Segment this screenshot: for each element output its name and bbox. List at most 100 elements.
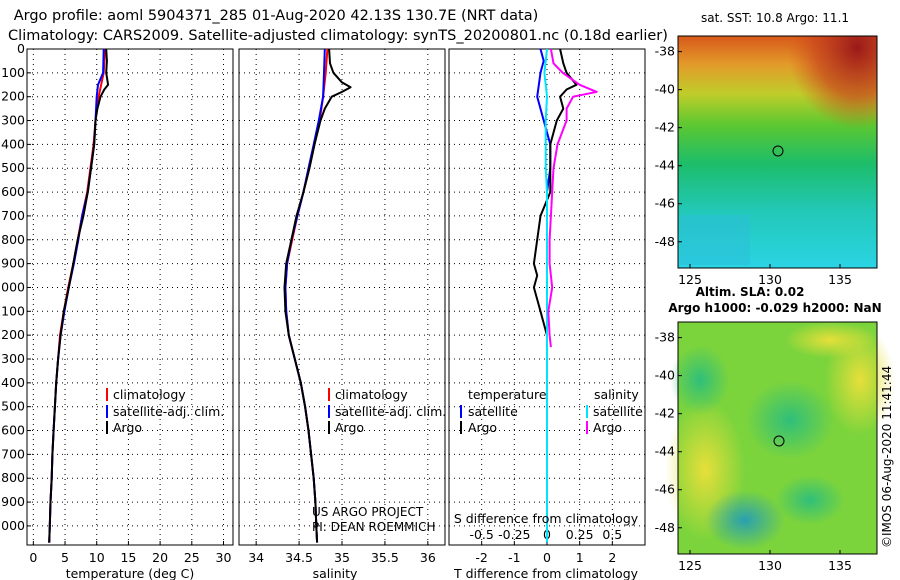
x-tick-label: 2 xyxy=(608,550,616,565)
t-difference-axis-label: T difference from climatology xyxy=(453,566,639,580)
map-x-tick-label: 130 xyxy=(758,272,782,287)
legend-t-argo: Argo xyxy=(468,420,497,435)
x-tick-label: 34 xyxy=(248,550,264,565)
x-tick-label: 35.5 xyxy=(371,550,399,565)
temperature-series-argo xyxy=(48,48,110,543)
temperature-panel-frame xyxy=(26,48,234,546)
map-y-tick-label: -44 xyxy=(655,158,675,173)
sst-map-axes: -38 -40 -42 -44 -46 -48 125 130 135 xyxy=(655,44,852,287)
map-y-tick-label: -46 xyxy=(655,482,675,497)
legend-title-temperature: temperature xyxy=(468,387,547,402)
sla-map: Altim. SLA: 0.02 Argo h1000: -0.029 h200… xyxy=(655,285,895,573)
map-y-tick-label: -38 xyxy=(655,330,675,345)
depth-tick-label: 1600 xyxy=(0,423,25,438)
x-tick-label: -2 xyxy=(475,550,487,565)
map-y-tick-label: -48 xyxy=(655,234,675,249)
temperature-series-climatology xyxy=(48,48,106,543)
depth-tick-label: 1400 xyxy=(0,375,25,390)
depth-tick-label: 800 xyxy=(1,232,25,247)
temperature-legend: climatology satellite-adj. clim. Argo xyxy=(106,387,224,435)
legend-s-satellite: satellite xyxy=(593,404,643,419)
x-tick-label: 20 xyxy=(152,550,168,565)
x-tick-label: 0 xyxy=(29,550,37,565)
legend-s-argo: Argo xyxy=(593,420,622,435)
depth-tick-label: 1200 xyxy=(0,327,25,342)
sla-map-high-north xyxy=(785,322,875,358)
difference-series-t-satellite xyxy=(536,48,552,543)
sla-map-low-center xyxy=(745,380,835,460)
credit-project: US ARGO PROJECT xyxy=(312,505,424,519)
credit-pi: PI: DEAN ROEMMICH xyxy=(312,520,435,534)
depth-tick-label: 1300 xyxy=(0,351,25,366)
map-y-tick-label: -48 xyxy=(655,520,675,535)
depth-tick-label: 500 xyxy=(1,160,25,175)
figure-title-line2: Climatology: CARS2009. Satellite-adjuste… xyxy=(8,28,668,44)
depth-tick-label: 1000 xyxy=(0,279,25,294)
difference-series-s-argo xyxy=(547,48,598,348)
x-tick-label: 25 xyxy=(184,550,200,565)
grid-lines xyxy=(27,48,645,545)
x-tick-label: 5 xyxy=(61,550,69,565)
sla-map-low-south xyxy=(705,490,785,550)
sla-map-low-southeast xyxy=(775,475,845,525)
sla-map-frame xyxy=(677,321,878,555)
sst-map-argo-location xyxy=(772,145,784,157)
legend-climatology: climatology xyxy=(113,387,186,402)
map-x-tick-label: 135 xyxy=(828,272,852,287)
map-x-tick-label: 125 xyxy=(678,272,702,287)
map-y-tick-label: -42 xyxy=(655,120,675,135)
sst-map-title: sat. SST: 10.8 Argo: 11.1 xyxy=(701,11,849,25)
legend-climatology: climatology xyxy=(335,387,408,402)
depth-tick-label: 1100 xyxy=(0,303,25,318)
legend-satellite-adj: satellite-adj. clim. xyxy=(335,404,446,419)
salinity-series-climatology xyxy=(284,48,329,543)
depth-tick-label: 1800 xyxy=(0,470,25,485)
sla-map-low-west xyxy=(670,345,730,415)
salinity-panel-frame xyxy=(238,48,446,546)
x-tick-label: -1 xyxy=(508,550,520,565)
depth-tick-label: 100 xyxy=(1,65,25,80)
s-diff-tick-label: 0.5 xyxy=(602,527,622,542)
depth-tick-label: 0 xyxy=(17,41,25,56)
map-y-tick-label: -44 xyxy=(655,444,675,459)
difference-x-axis: -2 -1 0 1 2-0.5 -0.25 0 0.25 0.5 xyxy=(469,527,622,565)
map-x-tick-label: 135 xyxy=(828,558,852,573)
map-x-tick-label: 130 xyxy=(758,558,782,573)
legend-t-satellite: satellite xyxy=(468,404,518,419)
salinity-series-argo xyxy=(283,48,352,543)
legend-argo: Argo xyxy=(113,420,142,435)
x-tick-label: 15 xyxy=(120,550,136,565)
sla-map-title: Altim. SLA: 0.02 xyxy=(696,285,805,299)
depth-tick-label: 1900 xyxy=(0,494,25,509)
sst-map-cool-patch xyxy=(680,215,750,265)
x-tick-label: 34.5 xyxy=(285,550,313,565)
map-y-tick-label: -46 xyxy=(655,196,675,211)
x-tick-label: 1 xyxy=(576,550,584,565)
difference-legend: temperature salinity satellite Argo sate… xyxy=(460,387,643,435)
map-y-tick-label: -40 xyxy=(655,82,675,97)
salinity-x-axis: 34 34.5 35 35.5 36 xyxy=(248,541,436,565)
s-difference-axis-label: S difference from climatology xyxy=(454,511,639,526)
depth-axis: 0 100 200 300 400 500 600 700 800 900 1000 1100 1200… xyxy=(0,41,31,533)
legend-satellite-adj: satellite-adj. clim. xyxy=(113,404,224,419)
depth-tick-label: 900 xyxy=(1,256,25,271)
legend-argo: Argo xyxy=(335,420,364,435)
depth-tick-label: 200 xyxy=(1,89,25,104)
legend-title-salinity: salinity xyxy=(594,387,639,402)
s-diff-tick-label: 0.25 xyxy=(566,527,594,542)
depth-tick-label: 700 xyxy=(1,208,25,223)
depth-tick-label: 2000 xyxy=(0,518,25,533)
x-tick-label: 10 xyxy=(89,550,105,565)
difference-series-t-argo xyxy=(532,48,578,543)
x-tick-label: 36 xyxy=(420,550,436,565)
difference-series-s-satellite xyxy=(543,48,548,543)
temperature-x-axis: 0 5 10 15 20 25 30 xyxy=(29,541,231,565)
map-x-tick-label: 125 xyxy=(678,558,702,573)
salinity-legend: climatology satellite-adj. clim. Argo xyxy=(328,387,446,435)
temperature-axis-label: temperature (deg C) xyxy=(66,566,195,580)
sla-map-axes: -38 -40 -42 -44 -46 -48 125 130 135 xyxy=(655,330,852,573)
sla-map-argo-location xyxy=(773,435,785,447)
map-y-tick-label: -42 xyxy=(655,406,675,421)
